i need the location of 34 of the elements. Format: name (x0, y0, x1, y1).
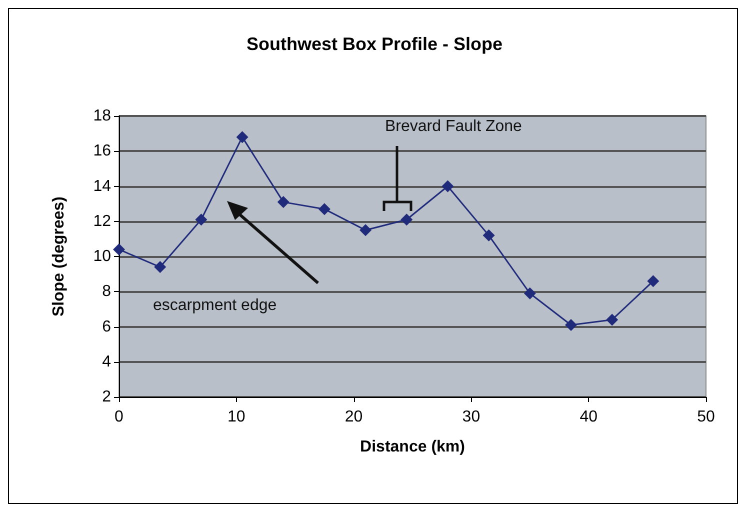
y-tick-label: 8 (102, 283, 112, 300)
point (482, 229, 495, 242)
chart-title: Southwest Box Profile - Slope (246, 34, 503, 54)
y-tick-label: 4 (102, 353, 112, 370)
x-tick-label: 50 (697, 408, 715, 426)
y-tick-label: 6 (102, 318, 112, 336)
y-tick-label: 2 (102, 388, 112, 406)
y-tick-label: 16 (93, 142, 112, 160)
point (606, 314, 618, 326)
y-tick-label: 10 (93, 248, 112, 265)
point (154, 261, 166, 274)
y-tick-label: 12 (93, 212, 112, 230)
point (360, 224, 372, 236)
x-tick-label: 40 (580, 408, 598, 426)
point (195, 214, 208, 226)
point (647, 275, 660, 288)
y-tick-label: 14 (93, 178, 112, 195)
x-tick-label: 0 (114, 408, 124, 426)
point (524, 287, 536, 300)
x-tick-label: 30 (462, 408, 480, 426)
point (564, 318, 577, 331)
annotation: escarpment edge (153, 297, 277, 315)
point (277, 196, 290, 208)
y-tick-label: 18 (93, 108, 112, 124)
x-tick-label: 20 (344, 408, 363, 426)
point (400, 214, 413, 226)
point (113, 243, 125, 256)
point (318, 203, 330, 216)
x-tick-label: 10 (228, 408, 246, 426)
point (442, 180, 454, 192)
point (236, 131, 248, 144)
y-axis-title: Slope (degrees) (50, 196, 68, 317)
x-axis-title: Distance (km) (360, 438, 465, 456)
annotation: Brevard Fault Zone (385, 118, 522, 136)
